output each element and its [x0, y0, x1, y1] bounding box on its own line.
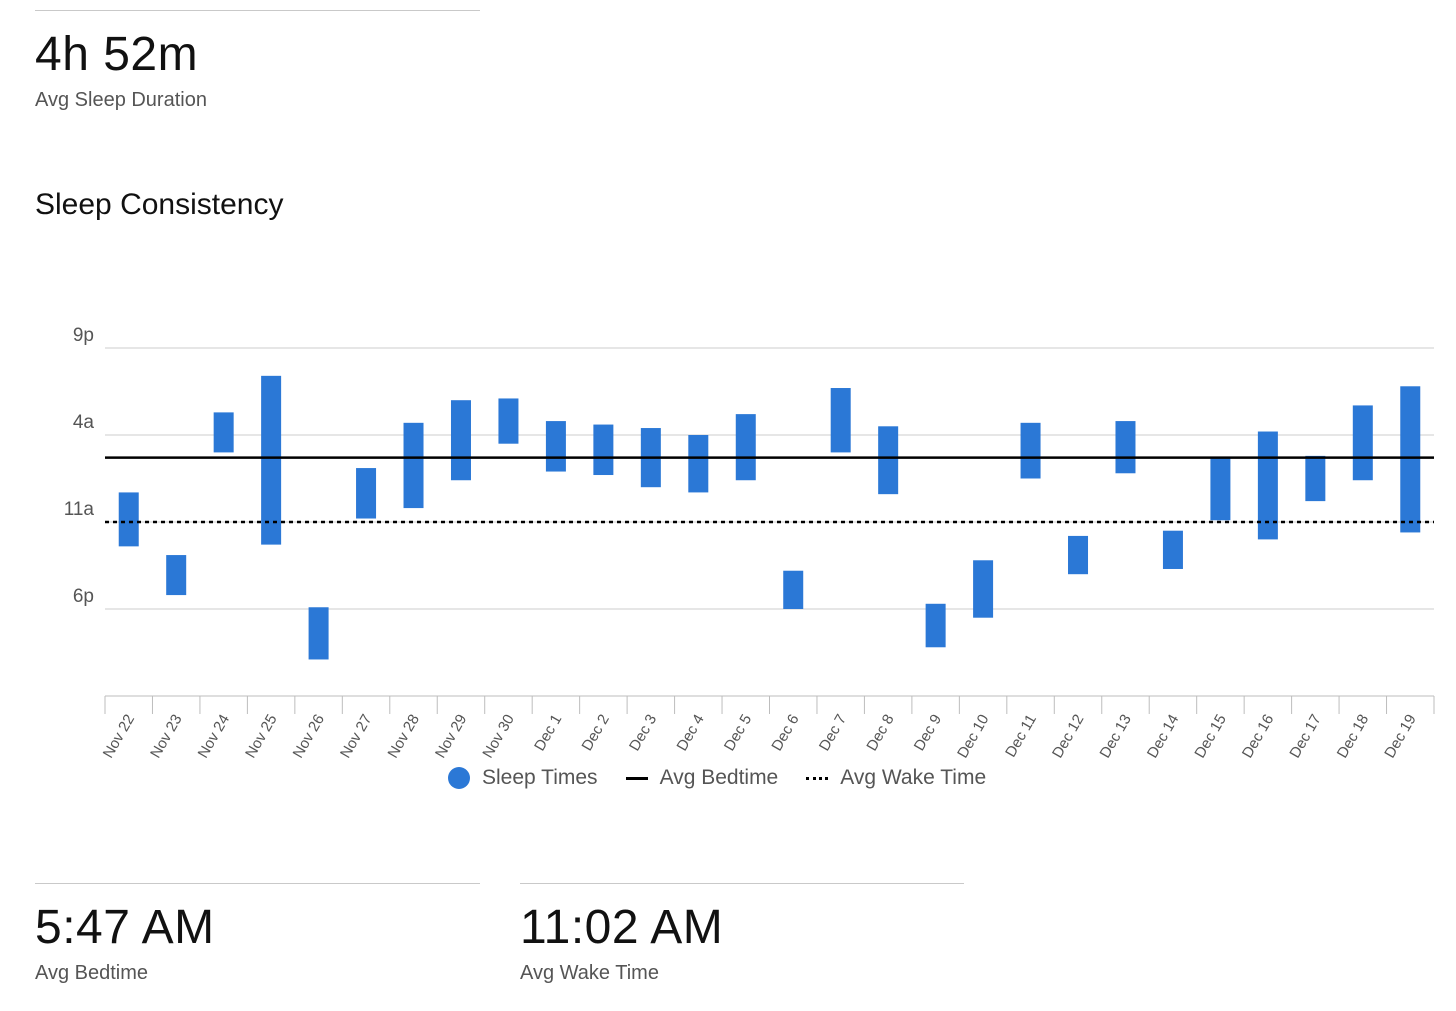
x-tick-label: Nov 30	[479, 712, 517, 761]
x-tick-label: Nov 22	[100, 712, 138, 761]
sleep-bar	[593, 424, 614, 476]
y-tick-label: 9p	[73, 325, 94, 346]
x-tick-label: Nov 26	[290, 712, 328, 761]
y-tick-label: 4a	[73, 412, 95, 433]
sleep-bar	[403, 422, 424, 509]
sleep-bar	[356, 468, 377, 519]
sleep-bar	[1352, 405, 1373, 481]
legend-label-avg-wake: Avg Wake Time	[840, 766, 987, 789]
avg-sleep-duration-value: 4h 52m	[35, 28, 199, 81]
legend-item-avg-wake: Avg Wake Time	[806, 766, 986, 790]
x-tick-label: Dec 1	[531, 712, 565, 754]
x-tick-label: Dec 17	[1286, 712, 1324, 761]
sleep-bar	[925, 603, 946, 648]
avg-wake-label: Avg Wake Time	[520, 962, 659, 984]
sleep-bar	[450, 400, 471, 481]
section-title: Sleep Consistency	[35, 188, 284, 221]
wake-divider	[520, 883, 964, 884]
legend-label-sleep-times: Sleep Times	[482, 766, 598, 789]
x-tick-label: Nov 24	[195, 712, 233, 761]
sleep-bar	[1162, 530, 1183, 569]
x-tick-label: Dec 3	[626, 712, 660, 754]
top-divider	[35, 10, 480, 11]
sleep-bar	[213, 412, 234, 453]
sleep-bar	[498, 398, 519, 444]
chart-legend: Sleep Times Avg Bedtime Avg Wake Time	[448, 766, 1014, 790]
x-tick-label: Dec 8	[863, 712, 897, 754]
x-tick-label: Dec 11	[1002, 712, 1040, 761]
avg-sleep-duration-label: Avg Sleep Duration	[35, 89, 207, 111]
x-tick-label: Nov 28	[384, 712, 422, 761]
x-tick-label: Nov 25	[242, 712, 280, 761]
x-tick-label: Dec 7	[816, 712, 850, 754]
avg-bedtime-value: 5:47 AM	[35, 901, 215, 954]
legend-dotted-line-icon	[806, 776, 829, 780]
x-tick-label: Nov 23	[147, 712, 185, 761]
y-tick-label: 6p	[73, 586, 94, 607]
sleep-bar	[783, 570, 804, 609]
x-tick-label: Dec 16	[1239, 712, 1277, 761]
sleep-bar	[261, 375, 282, 545]
legend-solid-line-icon	[625, 776, 648, 780]
legend-label-avg-bedtime: Avg Bedtime	[659, 766, 779, 789]
sleep-bar	[1210, 457, 1231, 521]
avg-bedtime-label: Avg Bedtime	[35, 962, 149, 984]
sleep-bar	[166, 555, 187, 596]
sleep-bar	[688, 435, 709, 493]
sleep-bar	[118, 492, 139, 547]
x-tick-label: Dec 9	[911, 712, 945, 754]
sleep-bar	[1305, 455, 1326, 502]
x-tick-label: Dec 10	[954, 712, 992, 760]
x-tick-label: Dec 15	[1191, 712, 1229, 761]
x-tick-label: Dec 5	[721, 712, 755, 754]
x-tick-label: Dec 6	[768, 712, 802, 754]
sleep-bar	[545, 421, 566, 472]
sleep-bar	[973, 560, 994, 618]
x-tick-label: Nov 27	[337, 712, 375, 761]
x-tick-label: Dec 18	[1334, 712, 1372, 761]
x-tick-label: Nov 29	[432, 712, 470, 761]
bedtime-divider	[35, 883, 480, 884]
x-tick-label: Dec 19	[1381, 712, 1419, 761]
legend-dot-icon	[448, 767, 470, 789]
x-tick-label: Dec 13	[1096, 712, 1134, 761]
legend-item-sleep-times: Sleep Times	[448, 766, 598, 790]
avg-wake-value: 11:02 AM	[520, 901, 724, 954]
sleep-bar	[308, 607, 329, 660]
x-tick-label: Dec 14	[1144, 712, 1182, 761]
x-tick-label: Dec 12	[1049, 712, 1087, 761]
sleep-bar	[1068, 535, 1089, 575]
sleep-bar	[1115, 421, 1136, 474]
x-tick-label: Dec 2	[579, 712, 613, 754]
sleep-bar	[878, 426, 899, 495]
legend-item-avg-bedtime: Avg Bedtime	[625, 766, 779, 790]
sleep-bar	[1020, 422, 1041, 479]
sleep-bar	[830, 388, 851, 453]
sleep-bar	[735, 414, 756, 481]
y-tick-label: 11a	[64, 499, 95, 520]
x-tick-label: Dec 4	[673, 712, 707, 754]
sleep-bar	[1400, 386, 1421, 533]
